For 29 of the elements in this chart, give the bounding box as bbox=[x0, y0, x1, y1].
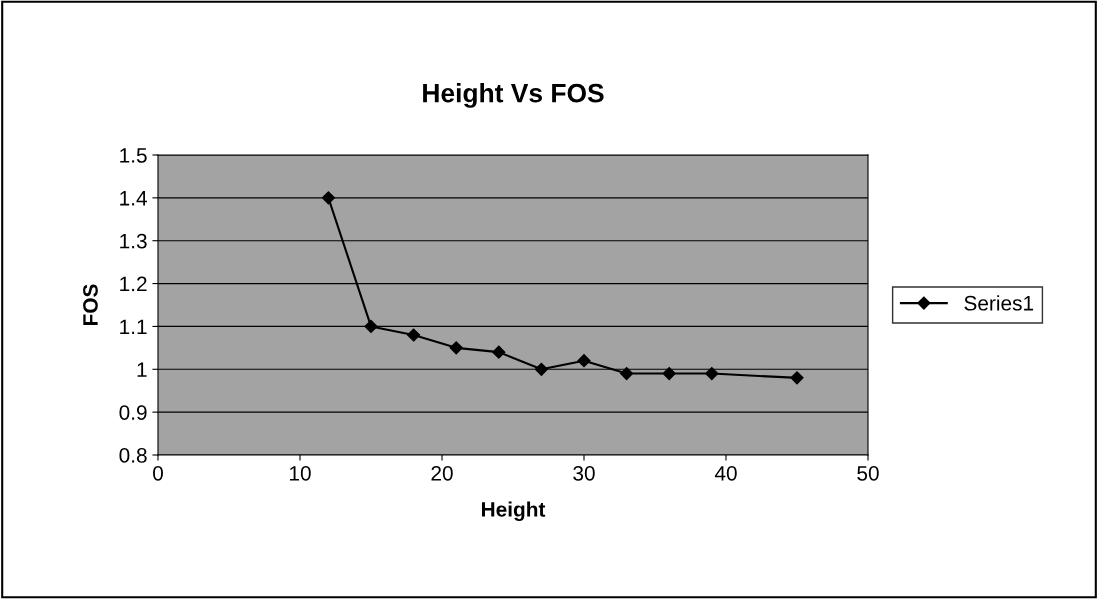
y-tick-label: 0.9 bbox=[119, 405, 147, 420]
y-tick-label: 0.8 bbox=[119, 448, 147, 463]
y-axis-title: FOS bbox=[83, 284, 98, 326]
point bbox=[620, 366, 634, 381]
point bbox=[705, 366, 719, 381]
point bbox=[449, 341, 463, 355]
y-tick-label: 1.5 bbox=[120, 148, 147, 163]
y-tick-label: 1 bbox=[137, 362, 147, 377]
point bbox=[534, 362, 548, 376]
point bbox=[321, 191, 335, 205]
y-tick-label: 1.4 bbox=[120, 191, 147, 206]
x-tick-label: 30 bbox=[573, 465, 595, 481]
legend-label: Series1 bbox=[964, 295, 1034, 311]
point bbox=[407, 328, 421, 342]
y-tick-label: 1.2 bbox=[120, 276, 147, 292]
x-tick-label: 20 bbox=[431, 465, 453, 481]
y-tick-label: 1.3 bbox=[120, 233, 147, 249]
point bbox=[662, 366, 676, 381]
x-tick-label: 50 bbox=[857, 465, 879, 481]
x-tick-label: 0 bbox=[153, 465, 163, 481]
point bbox=[577, 354, 591, 368]
y-tick-label: 1.1 bbox=[120, 319, 147, 334]
point bbox=[492, 345, 506, 359]
chart-title: Height Vs FOS bbox=[423, 83, 604, 108]
point bbox=[790, 371, 804, 385]
x-axis-title: Height bbox=[481, 501, 546, 522]
point bbox=[364, 319, 378, 334]
x-tick-label: 40 bbox=[714, 465, 737, 481]
x-tick-label: 10 bbox=[290, 465, 311, 481]
